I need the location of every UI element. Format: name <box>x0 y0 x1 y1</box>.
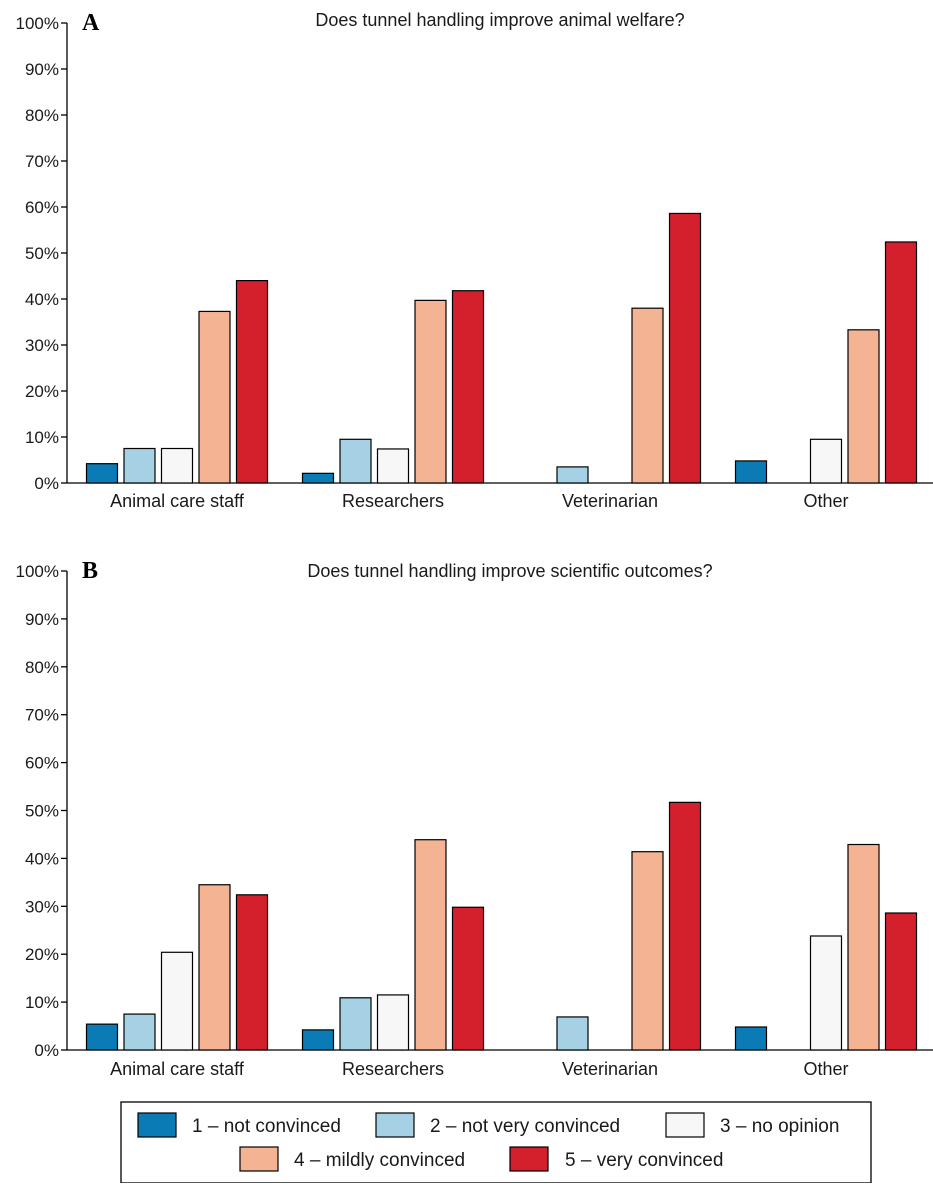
panel-b-y-tick-label: 0% <box>34 1041 59 1060</box>
panel-a-category-label: Researchers <box>342 491 444 511</box>
panel-a-category-label: Animal care staff <box>110 491 245 511</box>
panel-b-y-tick-label: 40% <box>25 849 59 868</box>
panel-a-bar-veterinarian-5-very-convinced <box>668 212 702 484</box>
panel-b-chart: 0% 10% 20% 30% 40% 50% 60% 70% 80% 90% 100% B Does t… <box>16 558 933 1079</box>
panel-b-bar-other-3-no-opinion <box>809 935 843 1051</box>
panel-a-bar-other-3-no-opinion <box>809 438 843 484</box>
panel-b-letter: B <box>82 558 98 584</box>
legend-swatch-3-no-opinion <box>665 1112 705 1138</box>
panel-a-category-label: Veterinarian <box>562 491 658 511</box>
panel-a-bar-animal-care-staff-2-not-very-convinced <box>123 447 156 484</box>
panel-b-bar-other-4-mildly-convinced <box>847 843 880 1051</box>
legend-label-1-not-convinced: 1 – not convinced <box>192 1116 341 1137</box>
panel-b-y-tick-label: 10% <box>25 993 59 1012</box>
panel-b-bar-veterinarian-2-not-very-convinced <box>556 1016 589 1051</box>
panel-b-bar-animal-care-staff-5-very-convinced <box>235 894 269 1051</box>
panel-b-y-tick-label: 100% <box>16 562 59 581</box>
panel-a-title: Does tunnel handling improve animal welf… <box>315 10 684 30</box>
panel-a-bar-researchers-3-no-opinion <box>376 448 410 484</box>
panel-a-y-tick-label: 90% <box>25 60 59 79</box>
panel-b-y-tick-label: 90% <box>25 610 59 629</box>
panel-b-bar-veterinarian-4-mildly-convinced <box>631 851 664 1051</box>
panel-b-bar-animal-care-staff-4-mildly-convinced <box>198 884 231 1051</box>
panel-b-bar-animal-care-staff-2-not-very-convinced <box>123 1013 156 1051</box>
panel-b-category-label: Other <box>803 1059 848 1079</box>
legend: 1 – not convinced 2 – not very convinced 3… <box>120 1101 872 1184</box>
panel-b-y-tick-label: 50% <box>25 802 59 821</box>
panel-b-bar-researchers-5-very-convinced <box>451 906 485 1051</box>
panel-a-category-label: Other <box>803 491 848 511</box>
panel-a-y-tick-label: 80% <box>25 106 59 125</box>
panel-a-y-tick-label: 30% <box>25 336 59 355</box>
panel-b-bar-other-5-very-convinced <box>884 912 918 1051</box>
panel-a-y-tick-label: 60% <box>25 198 59 217</box>
panel-b-bar-other-1-not-convinced <box>734 1026 768 1051</box>
legend-swatch-5-very-convinced <box>509 1146 549 1172</box>
panel-a-bar-other-4-mildly-convinced <box>847 329 880 484</box>
legend-label-3-no-opinion: 3 – no opinion <box>720 1116 839 1137</box>
panel-a-bar-veterinarian-4-mildly-convinced <box>631 307 664 484</box>
panel-b-y-tick-label: 80% <box>25 658 59 677</box>
panel-a-y-tick-label: 20% <box>25 382 59 401</box>
panel-b-bar-researchers-1-not-convinced <box>301 1029 335 1051</box>
panel-a-bar-veterinarian-2-not-very-convinced <box>556 466 589 484</box>
panel-a-bar-animal-care-staff-4-mildly-convinced <box>198 310 231 484</box>
panel-a-y-tick-label: 0% <box>34 474 59 493</box>
panel-b-bar-animal-care-staff-3-no-opinion <box>160 951 194 1051</box>
legend-swatch-4-mildly-convinced <box>239 1146 279 1172</box>
panel-b-y-tick-label: 60% <box>25 754 59 773</box>
legend-swatch-1-not-convinced <box>137 1112 177 1138</box>
panel-b-y-tick-label: 70% <box>25 706 59 725</box>
panel-b-bar-researchers-2-not-very-convinced <box>339 997 372 1051</box>
panel-b-y-tick-label: 30% <box>25 897 59 916</box>
panel-a-letter: A <box>82 10 100 36</box>
panel-a-bar-researchers-2-not-very-convinced <box>339 438 372 484</box>
panel-b-y-tick-label: 20% <box>25 945 59 964</box>
legend-box <box>120 1101 872 1184</box>
panel-b-bar-animal-care-staff-1-not-convinced <box>85 1023 119 1051</box>
panel-b-category-label: Animal care staff <box>110 1059 245 1079</box>
panel-b-bar-researchers-4-mildly-convinced <box>414 839 447 1051</box>
panel-a-chart: 0% 10% 20% 30% 40% 50% 60% 70% 80% 90% 100% A Does t… <box>16 10 933 511</box>
panel-a-y-tick-label: 10% <box>25 428 59 447</box>
panel-a-bar-animal-care-staff-5-very-convinced <box>235 280 269 484</box>
panel-a-bar-other-1-not-convinced <box>734 460 768 484</box>
panel-a-bar-other-5-very-convinced <box>884 241 918 484</box>
panel-a-bar-researchers-5-very-convinced <box>451 290 485 484</box>
panel-b-title: Does tunnel handling improve scientific … <box>307 561 712 581</box>
panel-a-y-tick-label: 70% <box>25 152 59 171</box>
panel-a-y-tick-label: 50% <box>25 244 59 263</box>
panel-b-bar-researchers-3-no-opinion <box>376 994 410 1051</box>
panel-a-y-tick-label: 100% <box>16 14 59 33</box>
legend-label-4-mildly-convinced: 4 – mildly convinced <box>294 1150 465 1171</box>
panel-b-category-label: Researchers <box>342 1059 444 1079</box>
legend-swatch-2-not-very-convinced <box>375 1112 415 1138</box>
panel-a-bar-researchers-1-not-convinced <box>301 472 335 484</box>
panel-a-bar-researchers-4-mildly-convinced <box>414 299 447 484</box>
legend-label-5-very-convinced: 5 – very convinced <box>565 1150 723 1171</box>
panel-b-bar-veterinarian-5-very-convinced <box>668 801 702 1051</box>
panel-a-y-tick-label: 40% <box>25 290 59 309</box>
panel-a-bar-animal-care-staff-1-not-convinced <box>85 463 119 484</box>
legend-label-2-not-very-convinced: 2 – not very convinced <box>430 1116 620 1137</box>
panel-a-bar-animal-care-staff-3-no-opinion <box>160 447 194 484</box>
panel-b-category-label: Veterinarian <box>562 1059 658 1079</box>
